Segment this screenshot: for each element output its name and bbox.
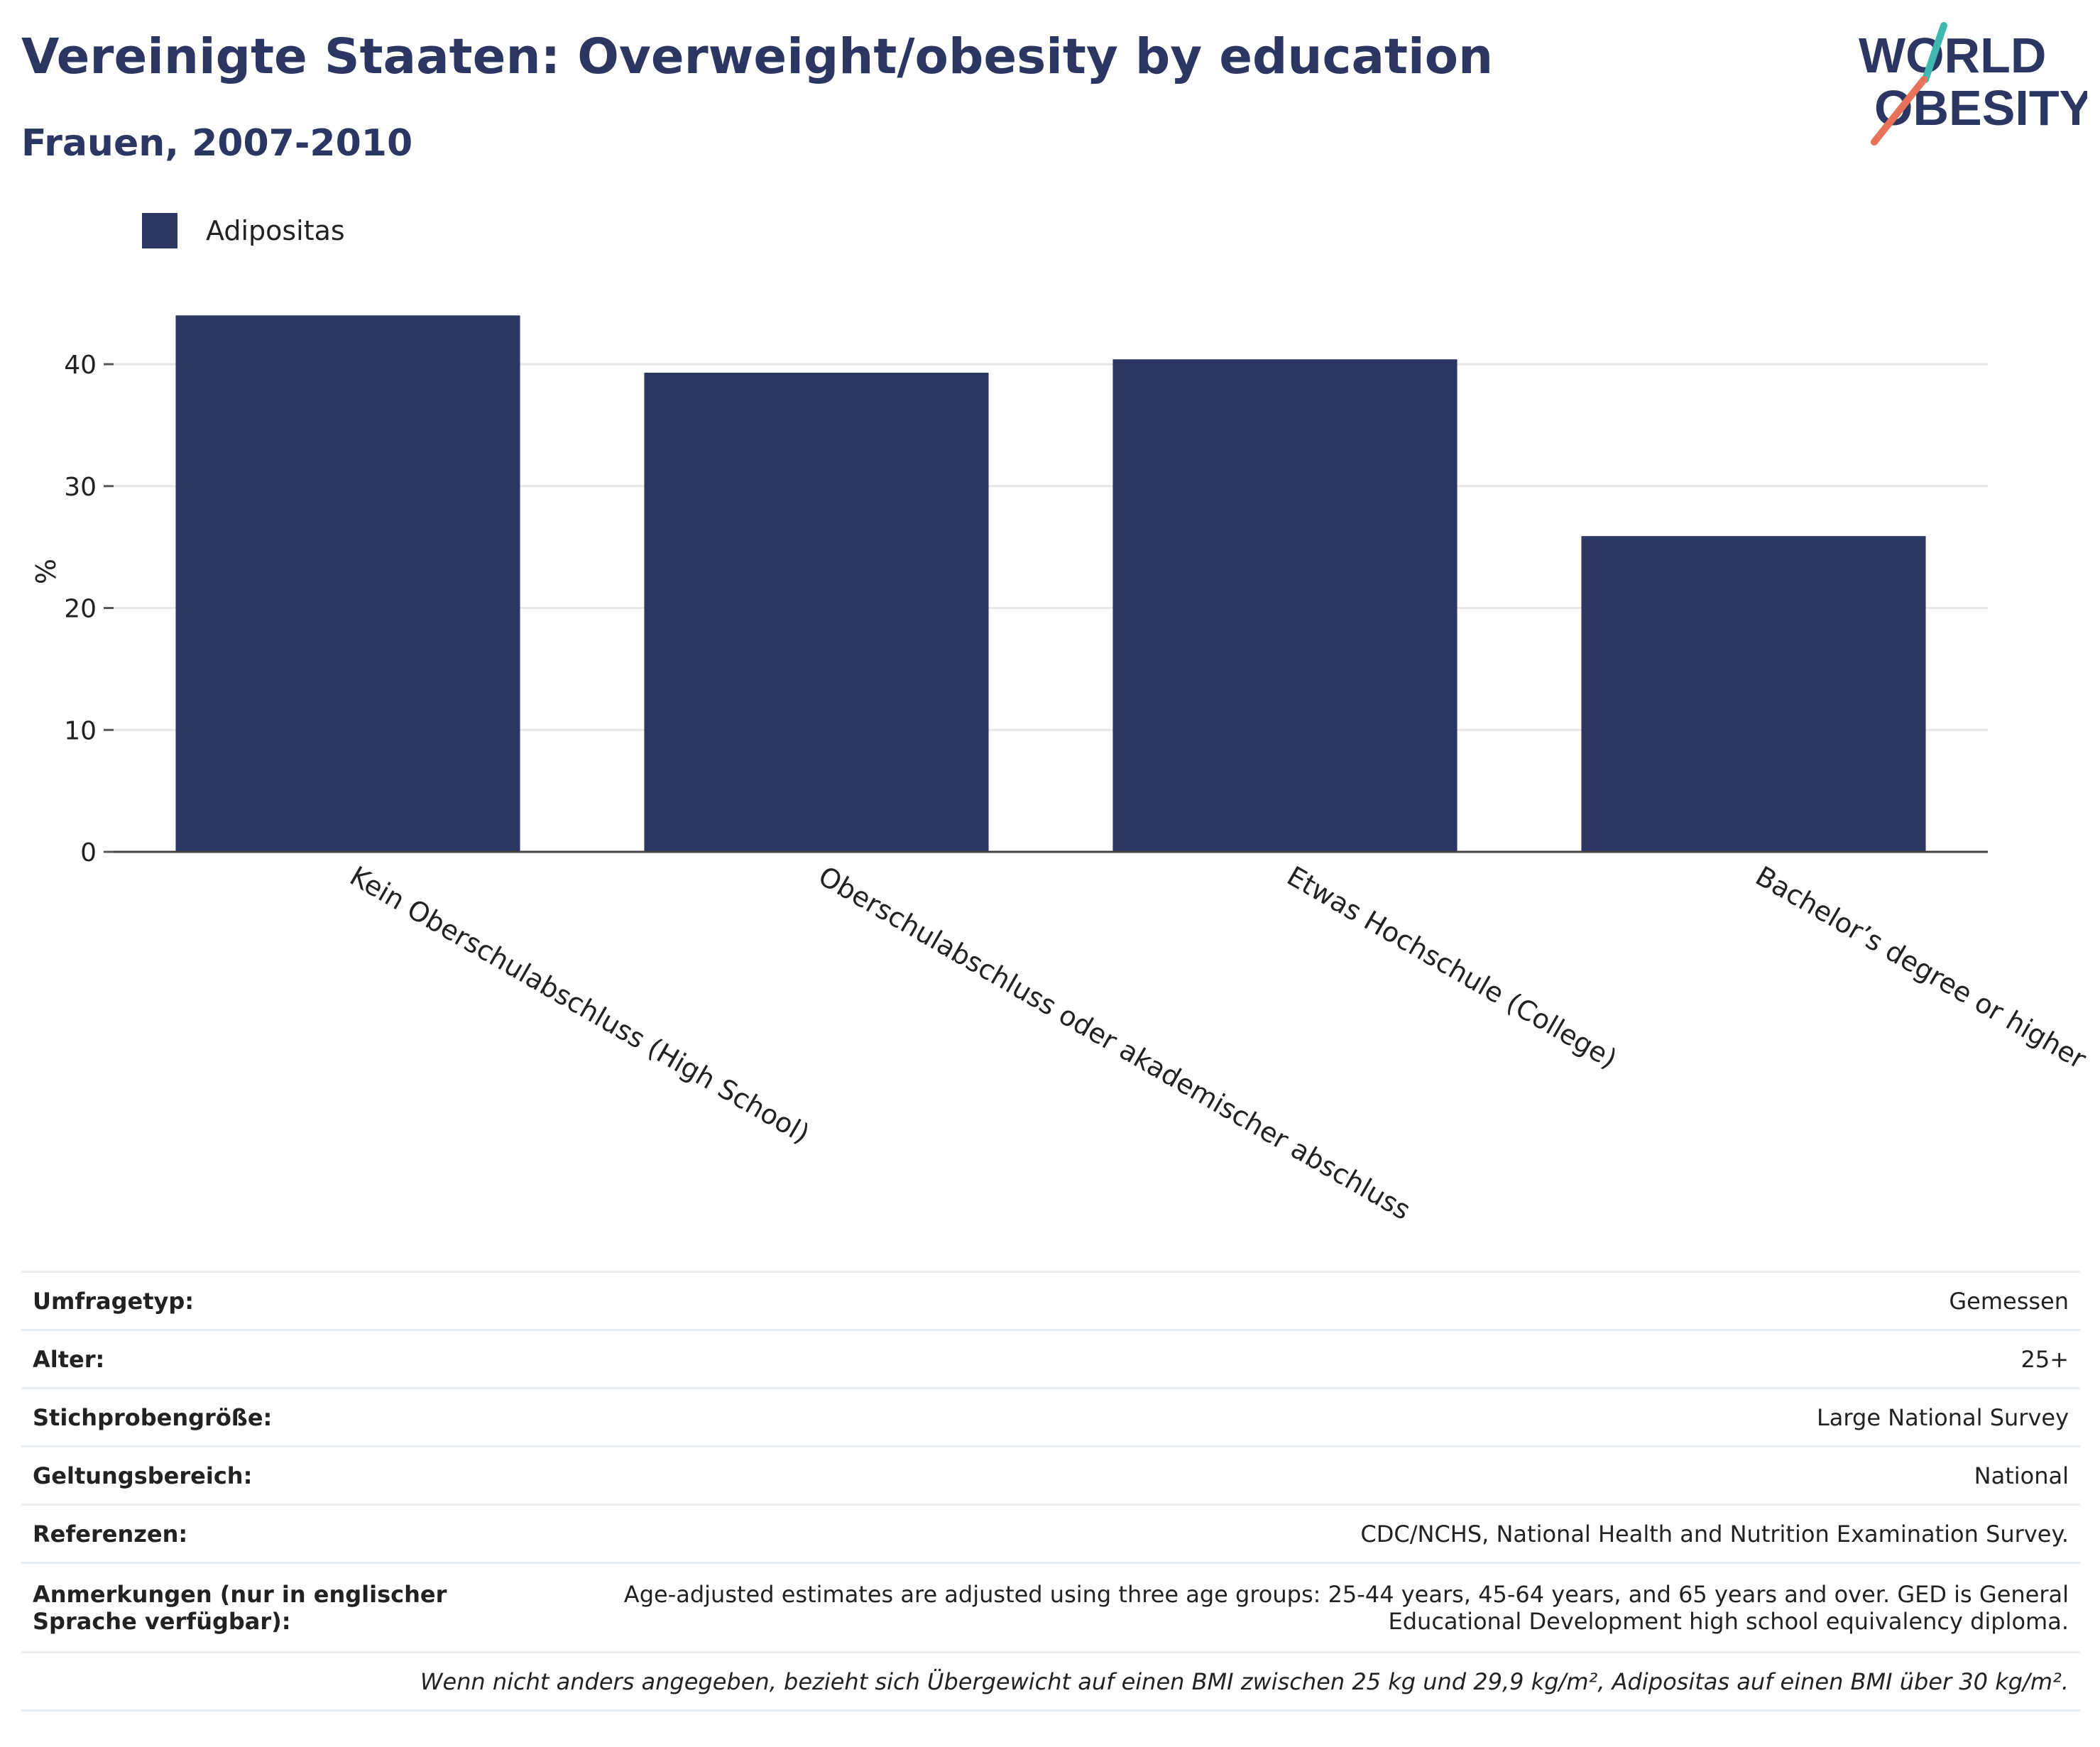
- info-row: Anmerkungen (nur in englischer Sprache v…: [21, 1562, 2080, 1653]
- info-value: Age-adjusted estimates are adjusted usin…: [555, 1562, 2080, 1653]
- info-value: 25+: [555, 1329, 2080, 1389]
- y-tick-label: 20: [64, 595, 97, 624]
- y-axis-label: %: [31, 559, 62, 584]
- info-table: Umfragetyp: Gemessen Alter: 25+ Stichpro…: [21, 1271, 2080, 1712]
- info-value: National: [555, 1445, 2080, 1505]
- info-footnote: Wenn nicht anders angegeben, bezieht sic…: [21, 1651, 2080, 1712]
- info-footnote-row: Wenn nicht anders angegeben, bezieht sic…: [21, 1651, 2080, 1712]
- y-tick-label: 30: [64, 473, 97, 502]
- y-tick-label: 40: [64, 351, 97, 380]
- x-tick-label: Oberschulabschluss oder akademischer abs…: [814, 860, 1416, 1226]
- info-key: Anmerkungen (nur in englischer Sprache v…: [21, 1562, 555, 1653]
- info-key: Stichprobengröße:: [21, 1387, 555, 1447]
- bar-chart: 0 10 20 30 40% Kein Oberschulabschluss (High …: [31, 315, 2092, 1226]
- info-row: Stichprobengröße: Large National Survey: [21, 1387, 2080, 1447]
- info-key: Umfragetyp:: [21, 1271, 555, 1330]
- info-key: Referenzen:: [21, 1504, 555, 1563]
- info-row: Geltungsbereich: National: [21, 1445, 2080, 1505]
- legend: Adipositas: [142, 213, 345, 248]
- info-value: Gemessen: [555, 1271, 2080, 1330]
- y-tick-label: 10: [64, 716, 97, 745]
- info-row: Alter: 25+: [21, 1329, 2080, 1389]
- bar: [644, 373, 989, 852]
- x-tick-label: Kein Oberschulabschluss (High School): [345, 860, 815, 1150]
- info-key: Geltungsbereich:: [21, 1445, 555, 1505]
- y-tick-label: 0: [80, 838, 97, 867]
- bar: [1112, 359, 1458, 852]
- info-key: Alter:: [21, 1329, 555, 1389]
- logo-line1: WORLD: [1859, 28, 2046, 83]
- info-value: Large National Survey: [555, 1387, 2080, 1447]
- logo-line2: OBESITY: [1874, 80, 2087, 136]
- bar: [1581, 536, 1926, 852]
- world-obesity-logo: WORLD OBESITY: [1859, 22, 2087, 146]
- chart-subtitle: Frauen, 2007-2010: [21, 122, 413, 165]
- info-row: Referenzen: CDC/NCHS, National Health an…: [21, 1504, 2080, 1563]
- chart-title: Vereinigte Staaten: Overweight/obesity b…: [21, 28, 1494, 85]
- logo-slash-teal: [1922, 22, 1947, 83]
- info-value: CDC/NCHS, National Health and Nutrition …: [555, 1504, 2080, 1563]
- bar: [175, 315, 520, 852]
- x-tick-label: Bachelor’s degree or higher: [1751, 860, 2092, 1075]
- legend-swatch: [142, 213, 177, 248]
- logo-slash-coral: [1871, 76, 1927, 146]
- legend-label: Adipositas: [206, 215, 345, 246]
- info-row: Umfragetyp: Gemessen: [21, 1271, 2080, 1330]
- x-tick-label: Etwas Hochschule (College): [1282, 860, 1622, 1075]
